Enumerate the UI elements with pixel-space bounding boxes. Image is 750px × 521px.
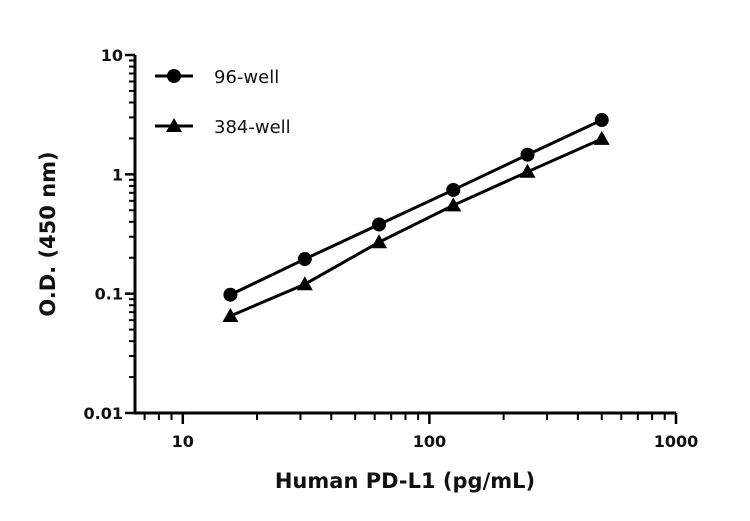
series-layer — [222, 113, 610, 322]
series-line — [229, 137, 603, 318]
x-tick-label: 100 — [413, 432, 446, 451]
data-point — [593, 130, 610, 145]
y-tick-label: 1 — [112, 165, 123, 184]
series-line — [229, 118, 603, 297]
data-point — [223, 287, 238, 302]
legend-label: 96-well — [214, 67, 279, 88]
legend-marker-circle-icon — [167, 69, 181, 83]
data-point — [296, 276, 313, 291]
series-96-well — [223, 113, 609, 302]
x-tick-label: 10 — [172, 432, 194, 451]
data-point — [446, 182, 461, 197]
data-point — [297, 252, 312, 267]
data-point — [371, 234, 388, 249]
data-point — [445, 197, 462, 212]
data-point — [519, 163, 536, 178]
series-384-well — [222, 130, 610, 322]
y-axis-title: O.D. (450 nm) — [36, 151, 60, 316]
y-tick-label: 10 — [101, 46, 123, 65]
legend: 96-well 384-well — [155, 67, 291, 138]
x-axis-title: Human PD-L1 (pg/mL) — [275, 469, 535, 493]
data-point — [372, 217, 387, 232]
y-tick-label: 0.1 — [95, 285, 123, 304]
data-point — [594, 113, 609, 128]
y-tick-label: 0.01 — [84, 404, 123, 423]
legend-label: 384-well — [214, 117, 291, 138]
data-point — [520, 147, 535, 162]
x-tick-label: 1000 — [654, 432, 699, 451]
axes: 0.01 0.1 1 10 10 100 1000 — [84, 46, 699, 451]
data-point — [222, 307, 239, 322]
legend-marker-triangle-icon — [166, 118, 182, 132]
